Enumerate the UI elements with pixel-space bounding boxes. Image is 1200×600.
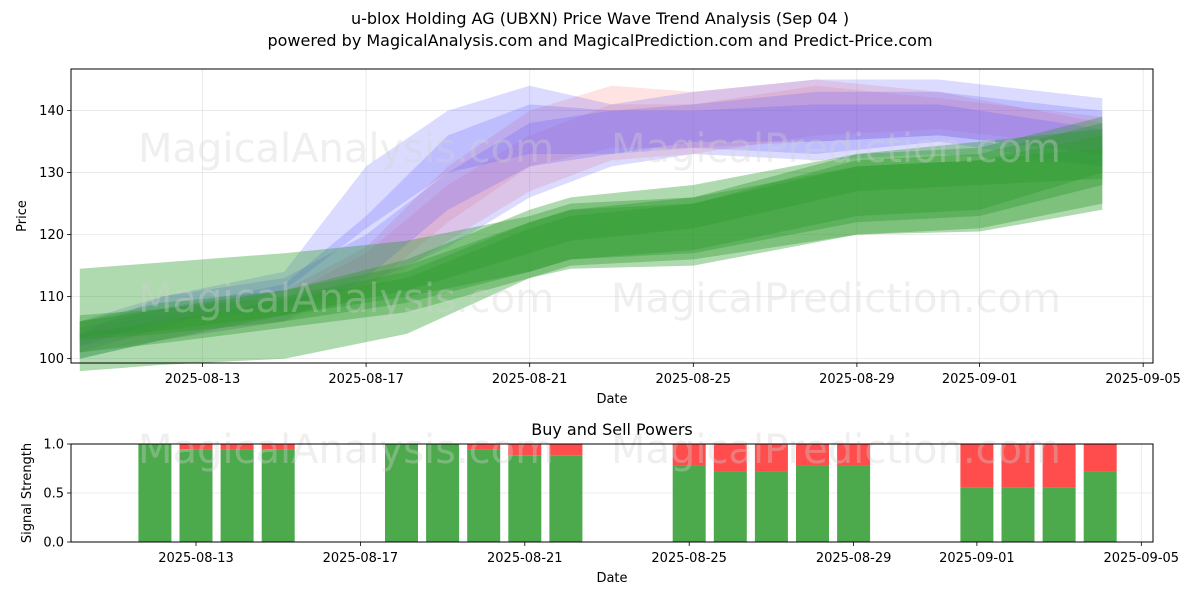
top-x-axis-label: Date (596, 392, 627, 407)
top-x-tick-label: 2025-08-21 (492, 372, 568, 387)
watermark-text: MagicalPrediction.com (611, 427, 1061, 473)
top-x-tick-label: 2025-08-29 (819, 372, 895, 387)
top-y-tick-label: 130 (39, 166, 64, 181)
bottom-x-tick-label: 2025-08-29 (816, 551, 892, 566)
buy-power-bar (837, 465, 871, 542)
buy-power-bar (549, 455, 583, 542)
wave-band-pink (79, 85, 1103, 353)
top-x-tick-label: 2025-09-05 (1105, 372, 1181, 387)
bottom-chart-title: Buy and Sell Powers (531, 420, 693, 439)
wave-band-green (79, 123, 1103, 372)
top-y-tick-label: 140 (39, 104, 64, 119)
sell-power-bar (220, 444, 254, 450)
bottom-x-tick-label: 2025-08-21 (487, 551, 563, 566)
buy-power-bar (385, 444, 418, 542)
chart-title: u-blox Holding AG (UBXN) Price Wave Tren… (350, 9, 850, 28)
watermark-text: MagicalAnalysis.com (138, 427, 554, 473)
buy-power-bar (1083, 471, 1117, 542)
wave-band-green (79, 129, 1103, 359)
top-watermarks: MagicalAnalysis.com MagicalPrediction.com… (138, 126, 1061, 322)
watermark-text: MagicalAnalysis.com (138, 126, 554, 172)
chart-subtitle: powered by MagicalAnalysis.com and Magic… (267, 31, 933, 50)
watermark-text: MagicalPrediction.com (611, 126, 1061, 172)
buy-power-bar (261, 449, 295, 542)
wave-bands (79, 79, 1103, 372)
top-y-tick-label: 100 (39, 352, 64, 367)
bottom-y-axis-label: Signal Strength (20, 443, 35, 543)
bottom-y-tick-label: 0.5 (43, 487, 64, 502)
buy-power-bar (796, 465, 829, 542)
bottom-watermarks: MagicalAnalysis.com MagicalPrediction.com (138, 427, 1061, 473)
sell-power-bar (1042, 444, 1076, 488)
sell-power-bar (754, 444, 788, 472)
wave-band-green (79, 147, 1103, 337)
buy-power-bar (713, 471, 747, 542)
buy-power-bar (508, 455, 542, 542)
wave-band-blue (79, 79, 1103, 353)
sell-power-bar (467, 444, 501, 450)
sell-power-bar (1001, 444, 1035, 488)
wave-band-green (79, 135, 1103, 353)
bottom-x-tick-label: 2025-09-05 (1104, 551, 1180, 566)
bottom-y-tick-label: 1.0 (43, 438, 64, 453)
wave-band-blue (79, 91, 1103, 359)
top-y-tick-label: 120 (39, 228, 64, 243)
top-axes: 2025-08-13 2025-08-17 2025-08-21 2025-08-25… (39, 104, 1181, 387)
sell-power-bar (179, 444, 213, 450)
sell-power-bar (261, 444, 295, 450)
wave-band-green (79, 116, 1103, 341)
bottom-y-tick-label: 0.0 (43, 536, 64, 551)
bottom-x-tick-label: 2025-09-01 (939, 551, 1015, 566)
sell-power-bar (796, 444, 829, 466)
bottom-x-tick-label: 2025-08-25 (651, 551, 727, 566)
sell-power-bar (672, 444, 706, 466)
bottom-x-axis-label: Date (596, 571, 627, 586)
wave-band-pink (79, 79, 1103, 347)
top-y-axis-label: Price (15, 200, 30, 232)
sell-power-bar (960, 444, 994, 488)
bottom-axes: 2025-08-13 2025-08-17 2025-08-21 2025-08-25… (43, 438, 1179, 567)
top-x-tick-label: 2025-08-13 (165, 372, 241, 387)
top-grid (71, 69, 1153, 363)
signal-bars (138, 444, 1117, 542)
buy-power-bar (672, 465, 706, 542)
buy-power-bar (960, 487, 994, 542)
sell-power-bar (508, 444, 542, 456)
buy-power-bar (754, 471, 788, 542)
sell-power-bar (713, 444, 747, 472)
buy-power-bar (1042, 487, 1076, 542)
buy-power-bar (1001, 487, 1035, 542)
top-y-tick-label: 110 (39, 290, 64, 305)
top-x-tick-label: 2025-08-17 (328, 372, 404, 387)
top-x-tick-label: 2025-08-25 (656, 372, 732, 387)
bottom-x-tick-label: 2025-08-13 (158, 551, 234, 566)
watermark-text: MagicalPrediction.com (611, 276, 1061, 322)
buy-power-bar (220, 449, 254, 542)
wave-band-blue (79, 104, 1103, 347)
watermark-text: MagicalAnalysis.com (138, 276, 554, 322)
sell-power-bar (837, 444, 871, 466)
buy-power-bar (467, 449, 501, 542)
sell-power-bar (1083, 444, 1117, 472)
sell-power-bar (549, 444, 583, 456)
top-x-tick-label: 2025-09-01 (942, 372, 1018, 387)
buy-power-bar (426, 444, 460, 542)
bottom-x-tick-label: 2025-08-17 (323, 551, 399, 566)
top-plot-frame (70, 68, 1154, 364)
buy-power-bar (138, 444, 172, 542)
buy-power-bar (179, 449, 213, 542)
